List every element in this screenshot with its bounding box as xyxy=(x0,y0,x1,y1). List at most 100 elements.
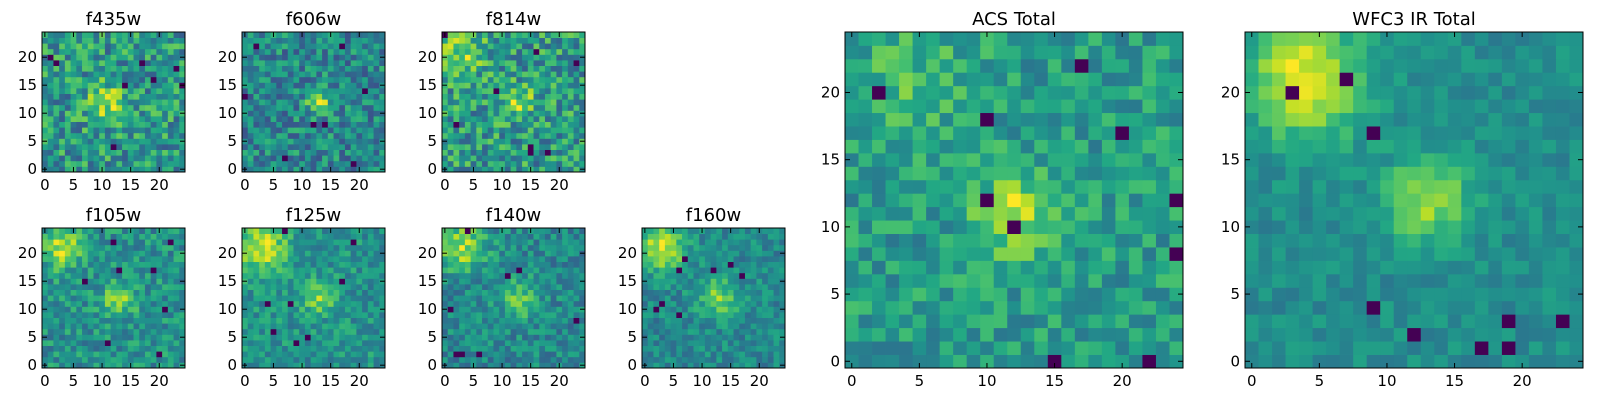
heatmap-cell xyxy=(110,334,117,341)
heatmap-cell xyxy=(1101,300,1116,315)
heatmap-cell xyxy=(464,32,471,38)
heatmap-cell xyxy=(1088,273,1103,288)
heatmap-cell xyxy=(87,239,94,246)
heatmap-cell xyxy=(304,362,312,369)
heatmap-cell xyxy=(344,121,352,128)
heatmap-cell xyxy=(464,250,471,257)
heatmap-cell xyxy=(264,104,271,111)
heatmap-cell xyxy=(573,250,580,257)
heatmap-cell xyxy=(516,48,523,55)
heatmap-cell xyxy=(1020,166,1035,181)
heatmap-cell xyxy=(744,345,752,352)
heatmap-cell xyxy=(522,256,529,262)
heatmap-cell xyxy=(253,340,260,346)
heatmap-cell xyxy=(533,228,540,234)
heatmap-cell xyxy=(64,76,71,83)
heatmap-cell xyxy=(527,239,534,246)
heatmap-cell xyxy=(247,345,254,352)
heatmap-cell xyxy=(1074,287,1089,302)
heatmap-cell xyxy=(110,155,117,162)
heatmap-cell xyxy=(682,244,689,251)
heatmap-cell xyxy=(362,121,369,128)
heatmap-cell xyxy=(367,362,374,369)
heatmap-cell xyxy=(259,71,266,78)
heatmap-cell xyxy=(476,132,483,139)
heatmap-cell xyxy=(367,334,374,341)
heatmap-cell xyxy=(533,155,540,162)
heatmap-cell xyxy=(64,328,71,335)
heatmap-cell xyxy=(70,244,77,251)
heatmap-cell xyxy=(453,244,460,251)
heatmap-cell xyxy=(476,160,483,167)
heatmap-cell xyxy=(64,244,71,251)
heatmap-cell xyxy=(744,278,752,285)
heatmap-cell xyxy=(522,239,529,246)
heatmap-cell xyxy=(42,116,49,122)
heatmap-cell xyxy=(504,239,512,246)
heatmap-cell xyxy=(664,295,671,302)
heatmap-cell xyxy=(567,317,574,324)
heatmap-cell xyxy=(293,160,300,167)
heatmap-cell xyxy=(533,328,540,335)
heatmap-cell xyxy=(87,244,94,251)
heatmap-cell xyxy=(379,99,386,106)
heatmap-cell xyxy=(116,71,123,78)
heatmap-cell xyxy=(516,284,523,290)
heatmap-cell xyxy=(127,272,134,279)
y-tick-label: 20 xyxy=(618,244,637,262)
heatmap-cell xyxy=(487,32,494,38)
heatmap-cell xyxy=(53,306,60,313)
heatmap-cell xyxy=(885,273,900,288)
heatmap-cell xyxy=(150,351,157,358)
heatmap-cell xyxy=(516,289,523,296)
heatmap-cell xyxy=(59,116,66,122)
heatmap-cell xyxy=(659,272,666,279)
heatmap-cell xyxy=(493,127,500,134)
heatmap-cell xyxy=(779,239,786,246)
heatmap-cell xyxy=(522,155,529,162)
heatmap-cell xyxy=(664,328,671,335)
heatmap-cell xyxy=(727,300,734,307)
heatmap-cell xyxy=(270,65,277,72)
heatmap-cell xyxy=(253,244,260,251)
heatmap-cell xyxy=(773,340,780,346)
heatmap-cell xyxy=(270,345,277,352)
heatmap-cell xyxy=(339,267,346,274)
heatmap-cell xyxy=(573,132,580,139)
heatmap-cell xyxy=(264,88,271,94)
axes-frame xyxy=(41,31,186,173)
heatmap-cell xyxy=(173,278,180,285)
heatmap-cell xyxy=(373,295,380,302)
heatmap-cell xyxy=(459,250,466,257)
heatmap-cell xyxy=(53,48,60,55)
heatmap-cell xyxy=(104,345,112,352)
heatmap-cell xyxy=(487,37,494,44)
heatmap-cell xyxy=(1034,260,1049,275)
heatmap-cell xyxy=(253,43,260,50)
x-tick-label: 20 xyxy=(150,372,169,390)
heatmap-cell xyxy=(653,233,660,240)
heatmap-cell xyxy=(139,65,146,72)
heatmap-cell xyxy=(722,334,729,341)
heatmap-cell xyxy=(293,93,300,100)
heatmap-cell xyxy=(264,300,271,307)
heatmap-cell xyxy=(282,267,289,274)
heatmap-cell xyxy=(1115,260,1130,275)
heatmap-cell xyxy=(482,166,489,173)
heatmap-cell xyxy=(299,121,306,128)
heatmap-cell xyxy=(739,261,746,268)
heatmap-cell xyxy=(356,110,363,117)
heatmap-cell xyxy=(299,306,306,313)
heatmap-cell xyxy=(139,54,146,61)
heatmap-cell xyxy=(87,289,94,296)
heatmap-cell xyxy=(350,289,357,296)
y-tick-label: 0 xyxy=(27,356,37,374)
heatmap-cell xyxy=(539,244,546,251)
heatmap-cell xyxy=(727,306,734,313)
heatmap-cell xyxy=(247,356,254,363)
heatmap-cell xyxy=(453,300,460,307)
heatmap-cell xyxy=(356,121,363,128)
heatmap-cell xyxy=(699,239,706,246)
heatmap-cell xyxy=(470,71,477,78)
